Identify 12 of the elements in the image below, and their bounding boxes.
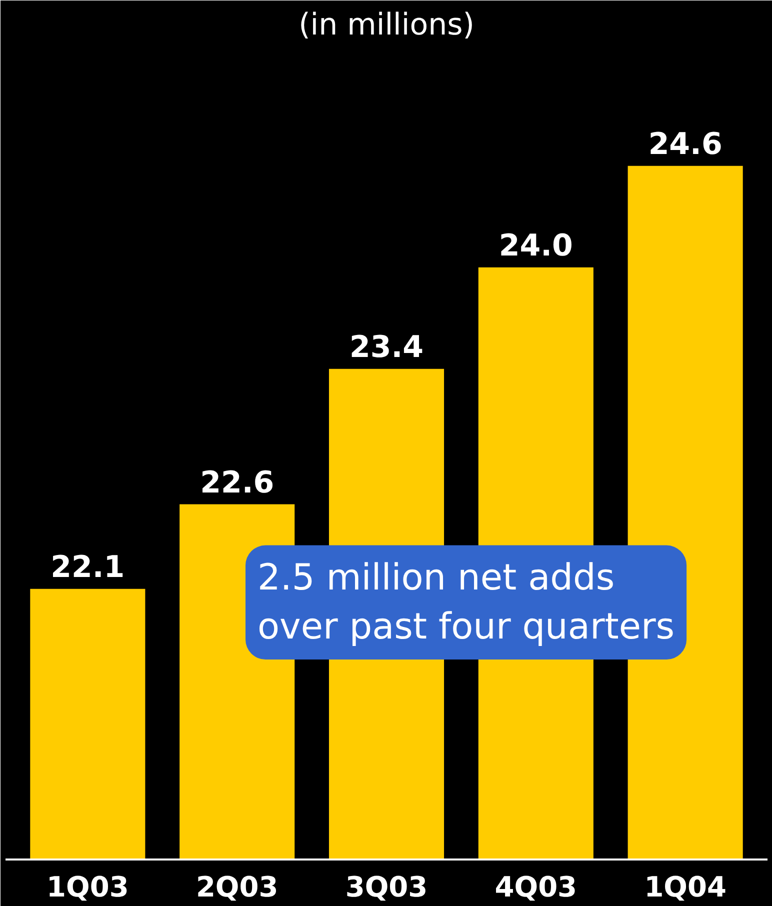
- x-tick-label: 2Q03: [196, 870, 278, 904]
- x-tick-label: 4Q03: [494, 870, 578, 904]
- annotation: 2.5 million net adds over past four quarters: [258, 557, 675, 648]
- data-label: 22.6: [200, 465, 274, 500]
- data-label: 23.4: [349, 330, 424, 365]
- x-tick-label: 1Q03: [46, 870, 129, 904]
- x-tick-label: 3Q03: [345, 870, 428, 904]
- chart-subtitle: (in millions): [298, 8, 474, 42]
- data-label: 22.1: [50, 550, 125, 585]
- data-label: 24.6: [648, 126, 722, 162]
- x-tick-label: 1Q04: [644, 870, 726, 904]
- data-label: 24.0: [498, 228, 573, 264]
